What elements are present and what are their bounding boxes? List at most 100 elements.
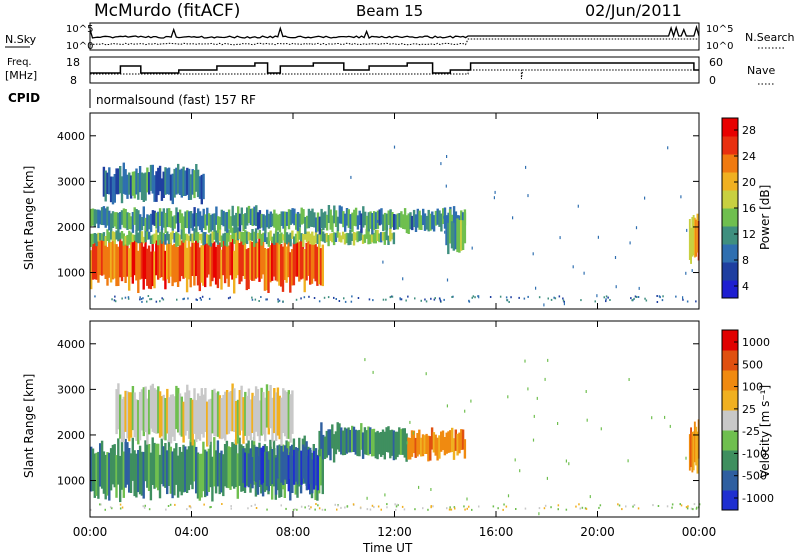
echo-cell bbox=[129, 453, 133, 493]
echo-speckle bbox=[605, 298, 607, 301]
echo-cell bbox=[126, 236, 129, 277]
echo-cell bbox=[137, 250, 140, 293]
echo-cell bbox=[144, 217, 147, 232]
echo-cell bbox=[461, 429, 465, 450]
echo-cell bbox=[244, 230, 247, 244]
echo-cell bbox=[213, 213, 216, 232]
echo-speckle bbox=[568, 462, 570, 466]
echo-cell bbox=[135, 453, 138, 498]
echo-cell bbox=[231, 236, 234, 280]
echo-cell bbox=[313, 212, 316, 228]
echo-speckle bbox=[470, 399, 472, 403]
echo-cell bbox=[151, 383, 154, 432]
echo-cell bbox=[320, 228, 323, 242]
echo-cell bbox=[133, 207, 136, 225]
echo-cell bbox=[109, 230, 113, 240]
echo-speckle bbox=[229, 296, 231, 299]
echo-cell bbox=[240, 231, 243, 242]
noise-left-tick-top: 10^5 bbox=[66, 24, 93, 35]
echo-cell bbox=[91, 448, 95, 492]
echo-cell bbox=[227, 245, 230, 287]
echo-cell bbox=[137, 400, 140, 445]
echo-cell bbox=[171, 216, 174, 231]
echo-speckle bbox=[169, 503, 172, 506]
echo-cell bbox=[225, 238, 229, 279]
echo-cell bbox=[236, 399, 240, 444]
echo-cell bbox=[148, 389, 151, 435]
echo-cell bbox=[407, 437, 410, 460]
echo-speckle bbox=[317, 504, 319, 507]
echo-speckle bbox=[414, 297, 416, 300]
echo-cell bbox=[281, 246, 285, 292]
echo-speckle bbox=[149, 298, 151, 301]
echo-cell bbox=[289, 446, 292, 479]
colorbar-swatch bbox=[722, 370, 738, 391]
echo-speckle bbox=[230, 505, 232, 508]
echo-cell bbox=[191, 213, 194, 231]
colorbar-swatch bbox=[722, 172, 738, 191]
echo-speckle bbox=[524, 359, 526, 363]
echo-cell bbox=[347, 209, 350, 228]
echo-speckle bbox=[315, 503, 317, 505]
echo-cell bbox=[196, 393, 200, 440]
echo-cell bbox=[302, 444, 305, 479]
echo-cell bbox=[211, 456, 214, 502]
echo-speckle bbox=[351, 295, 353, 298]
echo-cell bbox=[324, 211, 327, 228]
colorbar-swatch bbox=[722, 136, 738, 155]
echo-cell bbox=[282, 234, 285, 241]
echo-cell bbox=[696, 213, 699, 253]
echo-speckle bbox=[489, 296, 492, 298]
echo-cell bbox=[412, 430, 416, 454]
echo-cell bbox=[217, 216, 220, 233]
echo-cell bbox=[249, 208, 253, 225]
beam-title: Beam 15 bbox=[356, 2, 423, 20]
echo-cell bbox=[318, 234, 321, 247]
echo-cell bbox=[164, 443, 167, 488]
echo-cell bbox=[309, 450, 312, 485]
echo-cell bbox=[169, 394, 173, 444]
echo-cell bbox=[245, 249, 248, 291]
echo-cell bbox=[162, 240, 165, 281]
echo-cell bbox=[128, 212, 131, 230]
echo-cell bbox=[293, 236, 296, 245]
echo-cell bbox=[142, 246, 145, 290]
echo-cell bbox=[240, 444, 243, 492]
echo-speckle bbox=[543, 303, 545, 307]
echo-speckle bbox=[577, 204, 579, 208]
echo-speckle bbox=[250, 505, 253, 507]
echo-cell bbox=[200, 215, 204, 233]
echo-cell bbox=[380, 208, 383, 225]
echo-cell bbox=[253, 444, 256, 481]
echo-cell bbox=[293, 208, 296, 226]
echo-speckle bbox=[503, 503, 505, 506]
echo-cell bbox=[302, 209, 305, 224]
echo-cell bbox=[131, 437, 134, 481]
echo-cell bbox=[351, 233, 354, 241]
echo-cell bbox=[301, 239, 305, 279]
echo-cell bbox=[128, 230, 131, 245]
echo-cell bbox=[436, 437, 439, 461]
echo-cell bbox=[175, 385, 178, 430]
echo-speckle bbox=[144, 504, 146, 507]
echo-speckle bbox=[632, 505, 634, 508]
echo-cell bbox=[168, 208, 171, 228]
nave-label: Nave bbox=[747, 64, 775, 77]
echo-cell bbox=[155, 389, 158, 434]
echo-cell bbox=[274, 236, 277, 281]
echo-cell bbox=[296, 448, 299, 485]
echo-cell bbox=[149, 164, 153, 191]
echo-cell bbox=[93, 233, 96, 243]
echo-cell bbox=[445, 215, 448, 246]
echo-speckle bbox=[669, 424, 671, 428]
echo-cell bbox=[167, 234, 171, 245]
echo-cell bbox=[106, 452, 109, 496]
echo-cell bbox=[311, 208, 314, 227]
colorbar-swatch bbox=[722, 470, 738, 491]
echo-speckle bbox=[445, 184, 447, 188]
echo-speckle bbox=[544, 504, 547, 507]
echo-cell bbox=[108, 210, 111, 231]
echo-speckle bbox=[174, 503, 176, 506]
echo-speckle bbox=[451, 296, 453, 298]
colorbar-swatch bbox=[722, 244, 738, 263]
